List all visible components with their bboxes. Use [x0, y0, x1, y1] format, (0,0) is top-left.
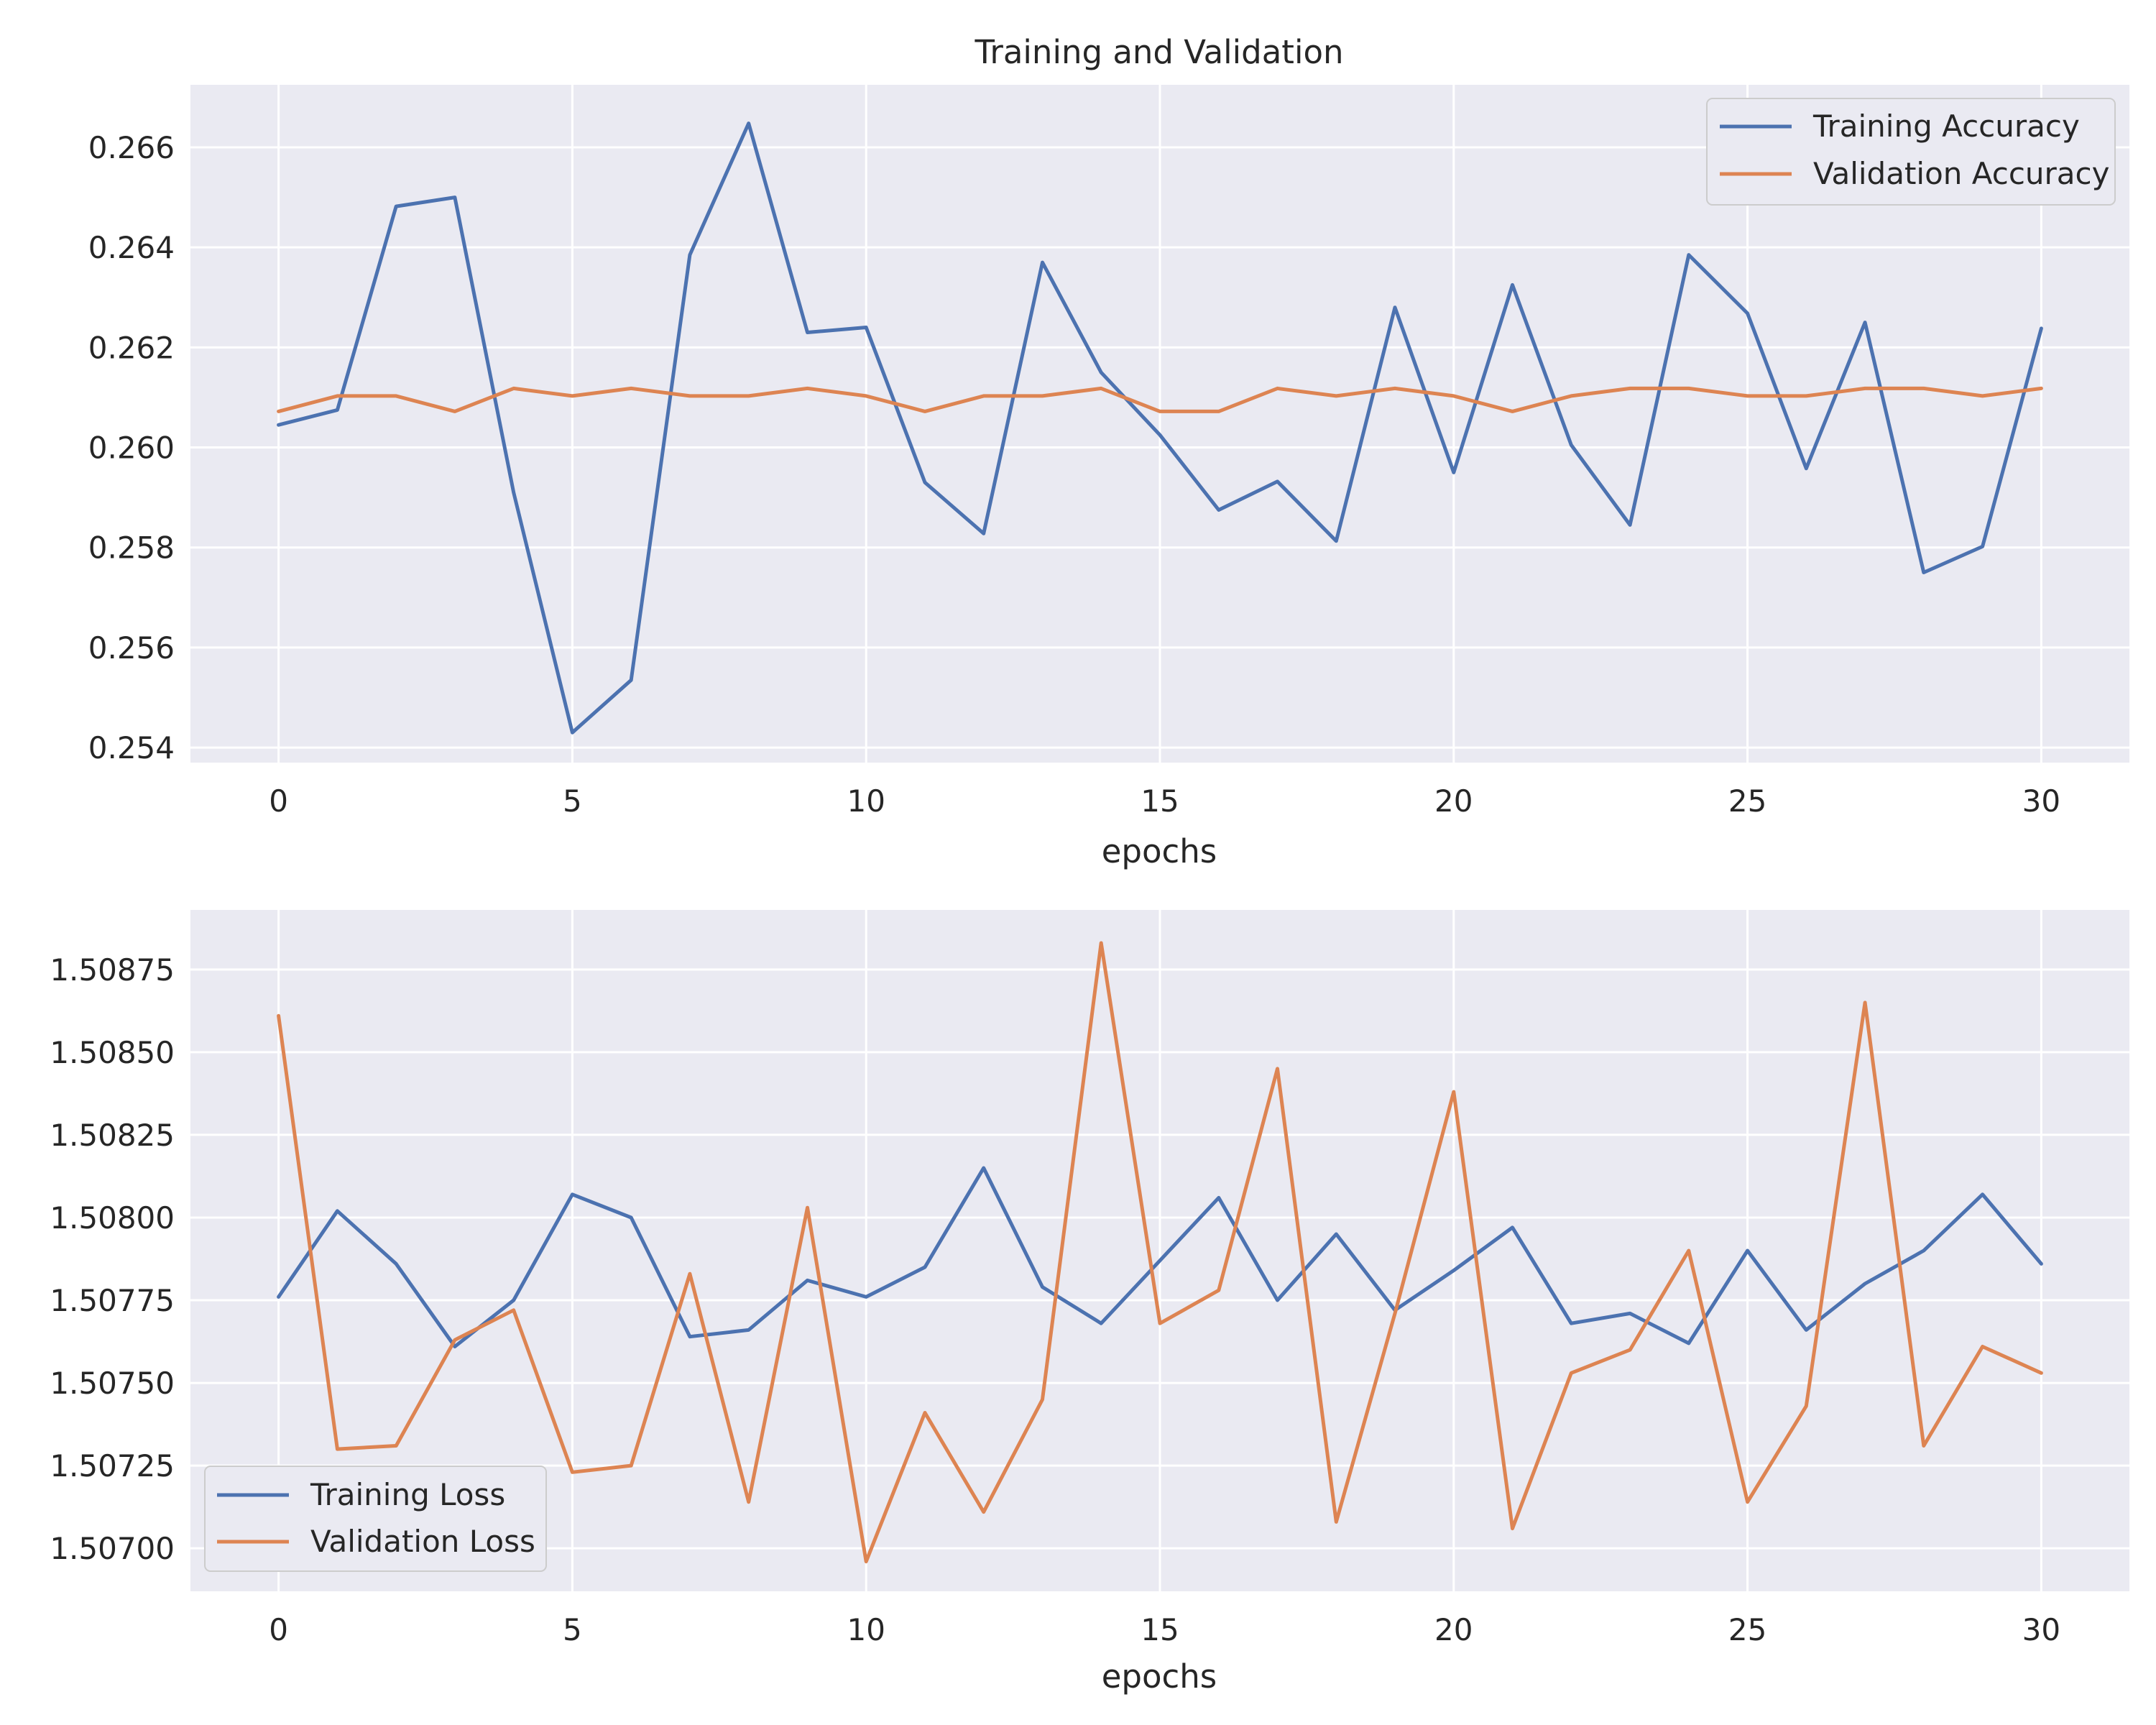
loss-y-tick-labels: 1.50700 1.50725 1.50750 1.50775 1.50800 1.508…	[50, 952, 175, 1566]
y-tick-label: 1.50850	[50, 1035, 175, 1070]
x-tick-label: 5	[563, 783, 582, 819]
y-tick-label: 1.50875	[50, 952, 175, 988]
x-tick-label: 5	[563, 1612, 582, 1647]
x-tick-label: 20	[1434, 1612, 1473, 1647]
loss-subplot: 1.50700 1.50725 1.50750 1.50775 1.50800 1.508…	[50, 910, 2129, 1696]
legend-label-validation-accuracy: Validation Accuracy	[1813, 156, 2110, 191]
y-tick-label: 0.266	[88, 130, 175, 165]
x-tick-label: 0	[269, 1612, 288, 1647]
y-tick-label: 1.50725	[50, 1448, 175, 1484]
y-tick-label: 0.264	[88, 230, 175, 265]
loss-x-tick-labels: 0 5 10 15 20 25 30	[269, 1612, 2060, 1647]
y-tick-label: 1.50825	[50, 1118, 175, 1153]
x-tick-label: 0	[269, 783, 288, 819]
x-tick-label: 30	[2022, 1612, 2060, 1647]
y-tick-label: 0.258	[88, 530, 175, 566]
accuracy-legend-box	[1706, 98, 2116, 206]
accuracy-y-tick-labels: 0.254 0.256 0.258 0.260 0.262 0.264 0.266	[88, 130, 175, 765]
x-tick-label: 25	[1728, 783, 1766, 819]
accuracy-lines	[277, 121, 2043, 735]
y-tick-label: 0.262	[88, 330, 175, 365]
chart-title: Training and Validation	[974, 33, 1343, 71]
y-tick-label: 1.50750	[50, 1366, 175, 1401]
loss-x-axis-label: epochs	[1102, 1657, 1217, 1696]
x-tick-label: 15	[1141, 783, 1179, 819]
x-tick-label: 10	[847, 783, 885, 819]
accuracy-grid	[190, 85, 2129, 763]
x-tick-label: 30	[2022, 783, 2060, 819]
series-line-validation-loss	[277, 941, 2043, 1564]
loss-lines	[277, 941, 2043, 1564]
legend-label-validation-loss: Validation Loss	[310, 1524, 535, 1559]
loss-grid	[190, 910, 2129, 1591]
y-tick-label: 1.50775	[50, 1283, 175, 1318]
loss-legend: Training Loss Validation Loss	[204, 1466, 547, 1572]
y-tick-label: 1.50700	[50, 1531, 175, 1566]
series-line-training-accuracy	[277, 121, 2043, 735]
y-tick-label: 0.254	[88, 730, 175, 765]
accuracy-subplot: Training and Validation 0.2540.2560.2580…	[88, 33, 2129, 870]
accuracy-x-axis-label: epochs	[1102, 832, 1217, 870]
y-tick-label: 1.50800	[50, 1200, 175, 1236]
legend-label-training-accuracy: Training Accuracy	[1812, 109, 2080, 144]
x-tick-label: 20	[1434, 783, 1473, 819]
x-tick-label: 15	[1141, 1612, 1179, 1647]
loss-legend-box	[204, 1466, 547, 1572]
accuracy-x-tick-labels: 0 5 10 15 20 25 30	[269, 783, 2060, 819]
x-tick-label: 25	[1728, 1612, 1766, 1647]
legend-label-training-loss: Training Loss	[310, 1477, 505, 1512]
y-tick-label: 0.256	[88, 630, 175, 666]
x-tick-label: 10	[847, 1612, 885, 1647]
series-line-validation-accuracy	[277, 386, 2043, 413]
y-tick-label: 0.260	[88, 431, 175, 466]
accuracy-legend: Training Accuracy Validation Accuracy	[1706, 98, 2116, 206]
series-line-training-loss	[277, 1166, 2043, 1348]
